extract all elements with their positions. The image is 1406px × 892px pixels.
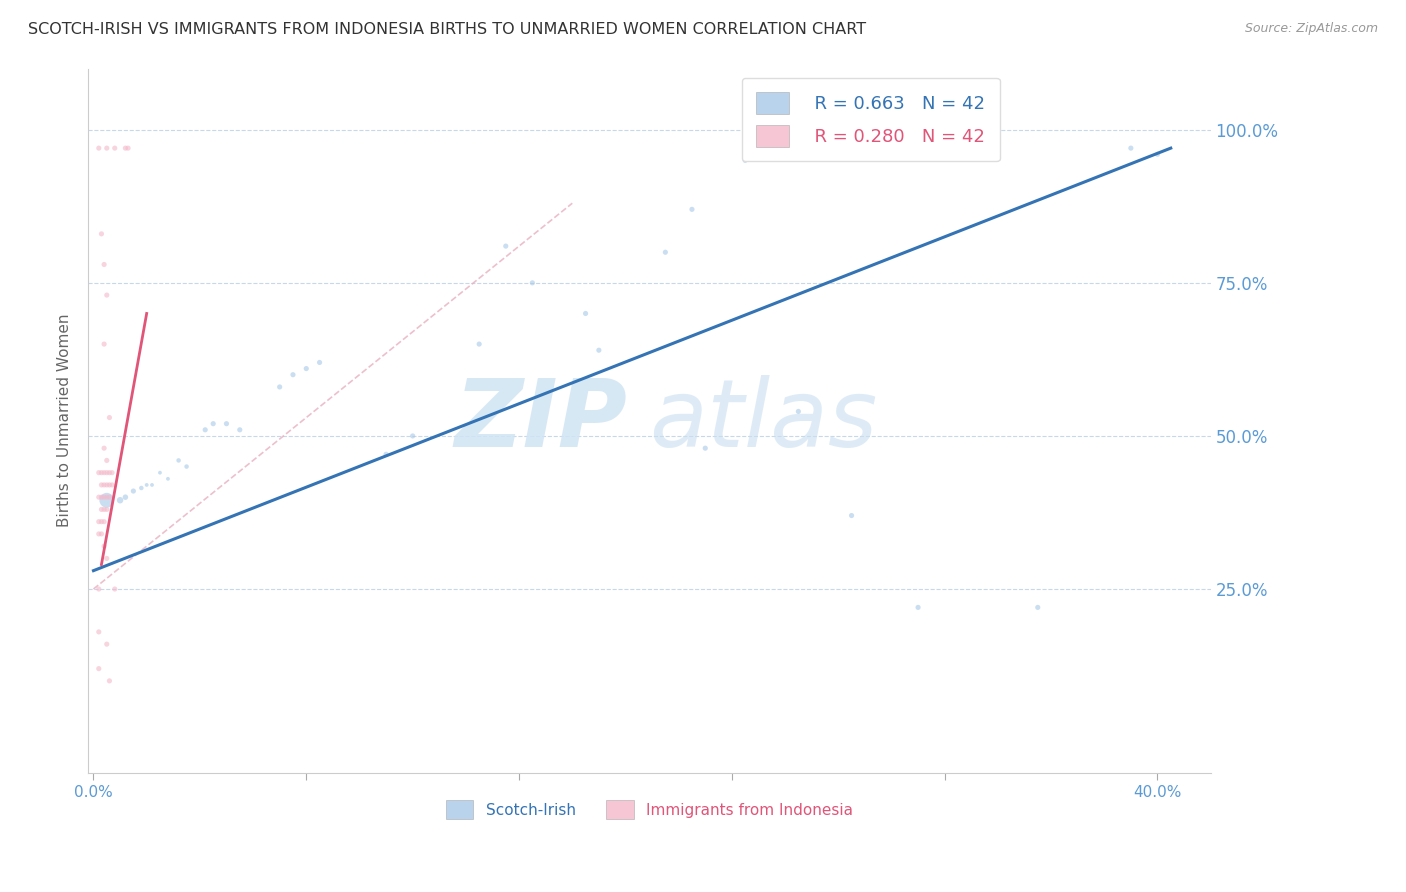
Point — [101, 466, 124, 480]
Point — [402, 429, 425, 443]
Point — [87, 662, 110, 676]
Point — [93, 490, 115, 504]
Point — [229, 423, 252, 437]
Point — [90, 227, 112, 241]
Point — [1119, 141, 1142, 155]
Point — [734, 153, 756, 168]
Point — [114, 141, 136, 155]
Point — [495, 239, 517, 253]
Point — [574, 306, 596, 320]
Text: SCOTCH-IRISH VS IMMIGRANTS FROM INDONESIA BIRTHS TO UNMARRIED WOMEN CORRELATION : SCOTCH-IRISH VS IMMIGRANTS FROM INDONESI… — [28, 22, 866, 37]
Point — [108, 493, 131, 508]
Point — [269, 380, 291, 394]
Text: ZIP: ZIP — [454, 375, 627, 467]
Point — [93, 466, 115, 480]
Point — [149, 466, 172, 480]
Point — [90, 502, 112, 516]
Point — [87, 490, 110, 504]
Point — [96, 490, 118, 504]
Point — [135, 478, 157, 492]
Point — [1026, 600, 1049, 615]
Point — [90, 466, 112, 480]
Point — [114, 490, 136, 504]
Point — [747, 147, 769, 161]
Point — [90, 527, 112, 541]
Point — [141, 478, 163, 492]
Point — [295, 361, 318, 376]
Point — [681, 202, 703, 217]
Point — [202, 417, 225, 431]
Point — [96, 551, 118, 566]
Point — [375, 447, 398, 461]
Point — [96, 453, 118, 467]
Point — [98, 466, 121, 480]
Point — [104, 141, 127, 155]
Point — [96, 141, 118, 155]
Point — [90, 515, 112, 529]
Point — [215, 417, 238, 431]
Point — [93, 539, 115, 553]
Point — [96, 637, 118, 651]
Point — [167, 453, 190, 467]
Point — [1146, 147, 1168, 161]
Point — [101, 478, 124, 492]
Point — [194, 423, 217, 437]
Point — [104, 582, 127, 596]
Point — [87, 582, 110, 596]
Text: Source: ZipAtlas.com: Source: ZipAtlas.com — [1244, 22, 1378, 36]
Point — [654, 245, 676, 260]
Point — [156, 472, 179, 486]
Point — [93, 515, 115, 529]
Point — [98, 673, 121, 688]
Point — [93, 337, 115, 351]
Point — [87, 141, 110, 155]
Point — [90, 490, 112, 504]
Point — [93, 257, 115, 271]
Point — [93, 502, 115, 516]
Point — [522, 276, 544, 290]
Point — [87, 527, 110, 541]
Point — [96, 502, 118, 516]
Point — [87, 624, 110, 639]
Point — [695, 441, 717, 455]
Point — [281, 368, 304, 382]
Point — [87, 466, 110, 480]
Point — [96, 478, 118, 492]
Point — [96, 288, 118, 302]
Point — [588, 343, 610, 358]
Point — [907, 600, 929, 615]
Point — [96, 466, 118, 480]
Y-axis label: Births to Unmarried Women: Births to Unmarried Women — [58, 314, 72, 527]
Point — [96, 493, 118, 508]
Point — [98, 410, 121, 425]
Point — [98, 490, 121, 504]
Legend: Scotch-Irish, Immigrants from Indonesia: Scotch-Irish, Immigrants from Indonesia — [440, 794, 859, 825]
Point — [131, 481, 153, 495]
Point — [841, 508, 863, 523]
Text: atlas: atlas — [650, 376, 877, 467]
Point — [122, 484, 145, 499]
Point — [468, 337, 491, 351]
Point — [87, 515, 110, 529]
Point — [93, 441, 115, 455]
Point — [308, 355, 330, 369]
Point — [90, 478, 112, 492]
Point — [98, 478, 121, 492]
Point — [176, 459, 198, 474]
Point — [93, 478, 115, 492]
Point — [117, 141, 139, 155]
Point — [787, 404, 810, 418]
